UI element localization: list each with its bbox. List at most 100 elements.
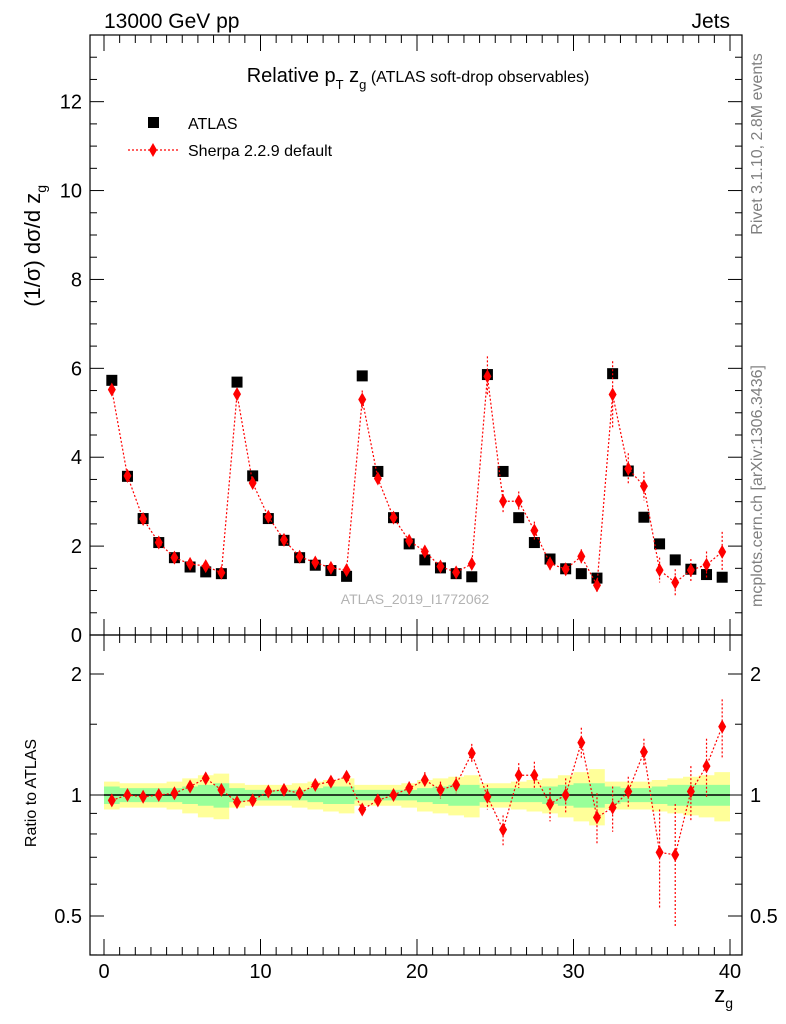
x-axis-label: zg (714, 982, 733, 1011)
ratio-marker (358, 802, 367, 817)
main-y-tick-label: 10 (60, 181, 82, 203)
ratio-marker (123, 788, 132, 802)
ratio-marker (217, 782, 226, 797)
ratio-marker (326, 774, 335, 789)
ratio-marker (592, 810, 601, 825)
main-y-tick-label: 8 (71, 269, 82, 291)
sherpa-marker (154, 535, 163, 550)
atlas-marker (701, 569, 713, 581)
legend-sherpa-marker (149, 143, 157, 157)
header-left: 13000 GeV pp (104, 10, 239, 33)
sherpa-marker (139, 512, 148, 526)
sherpa-marker (373, 471, 382, 486)
sherpa-marker (436, 559, 445, 574)
sherpa-marker (546, 556, 555, 571)
atlas-marker (106, 374, 118, 386)
main-y-axis-label: (1/σ) dσ/d zg (20, 185, 49, 307)
sherpa-marker (264, 509, 273, 524)
ratio-marker (170, 786, 179, 801)
ratio-marker (201, 771, 210, 786)
sherpa-marker (577, 549, 586, 564)
ratio-marker (295, 786, 304, 801)
ratio-marker (499, 822, 508, 837)
sherpa-marker (624, 461, 633, 476)
legend-atlas-marker (148, 117, 159, 128)
ratio-marker (279, 782, 288, 797)
legend-atlas-label: ATLAS (188, 116, 238, 133)
sherpa-marker (389, 510, 398, 525)
sherpa-marker (295, 549, 304, 564)
ratio-marker (107, 793, 116, 808)
atlas-marker (372, 465, 384, 477)
ratio-y-tick-label: 0.5 (54, 906, 82, 928)
sherpa-marker (514, 494, 523, 509)
ratio-marker (702, 759, 711, 774)
ratio-marker (139, 789, 148, 804)
ratio-marker (248, 793, 257, 808)
ratio-y-axis-label: Ratio to ATLAS (23, 739, 40, 847)
main-y-tick-label: 12 (60, 92, 82, 114)
main-title: Relative pT zg (ATLAS soft-drop observab… (247, 65, 590, 92)
ratio-marker (608, 800, 617, 815)
sherpa-marker (702, 557, 711, 572)
sherpa-marker (186, 556, 195, 571)
sherpa-marker (342, 563, 351, 578)
ratio-marker (452, 777, 461, 792)
atlas-marker (638, 511, 650, 523)
rivet-label: Rivet 3.1.10, 2.8M events (749, 53, 766, 234)
atlas-marker (356, 370, 368, 382)
sherpa-marker (452, 565, 461, 580)
atlas-marker (419, 554, 431, 566)
ratio-y-tick-label: 2 (71, 664, 82, 686)
ratio-marker (264, 784, 273, 799)
ratio-marker (686, 784, 695, 799)
sherpa-marker (608, 387, 617, 402)
sherpa-marker (671, 575, 680, 590)
sherpa-series-line (111, 376, 723, 588)
ratio-marker (233, 795, 242, 810)
sherpa-marker (201, 559, 210, 574)
ratio-marker (514, 768, 523, 783)
sherpa-marker (655, 563, 664, 578)
atlas-marker (466, 571, 478, 583)
main-plot-marks (106, 356, 728, 596)
ratio-marker (405, 781, 414, 796)
sherpa-marker (311, 555, 320, 570)
atlas-marker (528, 537, 540, 549)
ratio-y-tick-label: 1 (71, 785, 82, 807)
sherpa-marker (420, 544, 429, 559)
ratio-y-tick-label-right: 0.5 (750, 906, 778, 928)
ratio-marker (186, 779, 195, 794)
sherpa-marker (592, 578, 601, 593)
ratio-y-tick-label-right: 1 (750, 785, 761, 807)
ratio-plot-marks (107, 699, 727, 927)
sherpa-marker (358, 392, 367, 407)
legend: ATLAS Sherpa 2.2.9 default (128, 116, 333, 160)
atlas-marker (231, 376, 243, 388)
ratio-y-tick-label-right: 2 (750, 664, 761, 686)
sherpa-marker (483, 369, 492, 384)
header-right: Jets (691, 10, 730, 33)
main-y-tick-label: 2 (71, 536, 82, 558)
sherpa-marker (248, 476, 257, 490)
sherpa-marker (233, 387, 242, 402)
sherpa-marker (686, 563, 695, 578)
atlas-marker (575, 568, 587, 580)
main-y-tick-label: 6 (71, 358, 82, 380)
ratio-marker (373, 793, 382, 808)
atlas-marker (654, 538, 666, 550)
analysis-watermark: ATLAS_2019_I1772062 (341, 591, 490, 607)
ratio-marker (718, 719, 727, 734)
ratio-marker (389, 788, 398, 802)
ratio-marker (561, 788, 570, 802)
ratio-series-line (111, 726, 723, 856)
x-tick-label: 40 (719, 961, 741, 983)
atlas-marker (497, 465, 509, 477)
sherpa-marker (718, 544, 727, 559)
sherpa-marker (499, 494, 508, 509)
ratio-marker (342, 769, 351, 784)
ratio-marker (655, 845, 664, 860)
ratio-marker (420, 772, 429, 787)
sherpa-marker (279, 532, 288, 547)
